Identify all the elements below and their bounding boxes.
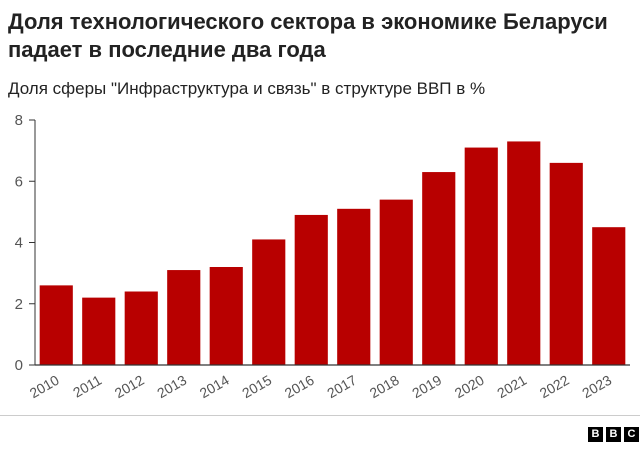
x-tick-label: 2016 [282,372,317,402]
y-tick-label: 4 [15,235,23,252]
x-tick-label: 2013 [154,372,189,402]
x-tick-label: 2018 [367,372,402,402]
x-tick-label: 2023 [579,372,614,402]
chart-title: Доля технологического сектора в экономик… [8,9,608,62]
y-tick-label: 0 [15,357,23,374]
bar [507,141,541,365]
bar [422,172,456,365]
logo-letter: C [624,427,639,442]
bar [294,214,328,365]
x-tick-label: 2022 [537,372,572,402]
bar [592,227,626,365]
bar [82,297,116,365]
x-tick-label: 2021 [494,372,529,402]
y-tick-label: 6 [15,173,23,190]
logo-letter: B [588,427,603,442]
chart-subtitle: Доля сферы "Инфраструктура и связь" в ст… [8,79,486,98]
bar [337,208,371,365]
bbc-logo: B B C [588,427,639,442]
bar [39,285,73,365]
x-tick-label: 2019 [409,372,444,402]
x-tick-label: 2011 [70,372,104,401]
bar [252,239,286,365]
y-tick-label: 2 [15,296,23,313]
y-tick-label: 8 [15,112,23,129]
bar [167,270,201,365]
bar [464,147,498,365]
bar [379,199,413,365]
logo-letter: B [606,427,621,442]
x-tick-label: 2014 [197,372,232,402]
bar [549,162,583,365]
bar [209,267,243,365]
footer-divider [0,415,640,416]
x-tick-label: 2017 [324,372,359,402]
x-tick-label: 2020 [452,372,487,402]
x-tick-label: 2010 [27,372,62,402]
x-tick-label: 2015 [239,372,274,402]
x-tick-label: 2012 [112,372,147,402]
bar [124,291,158,365]
